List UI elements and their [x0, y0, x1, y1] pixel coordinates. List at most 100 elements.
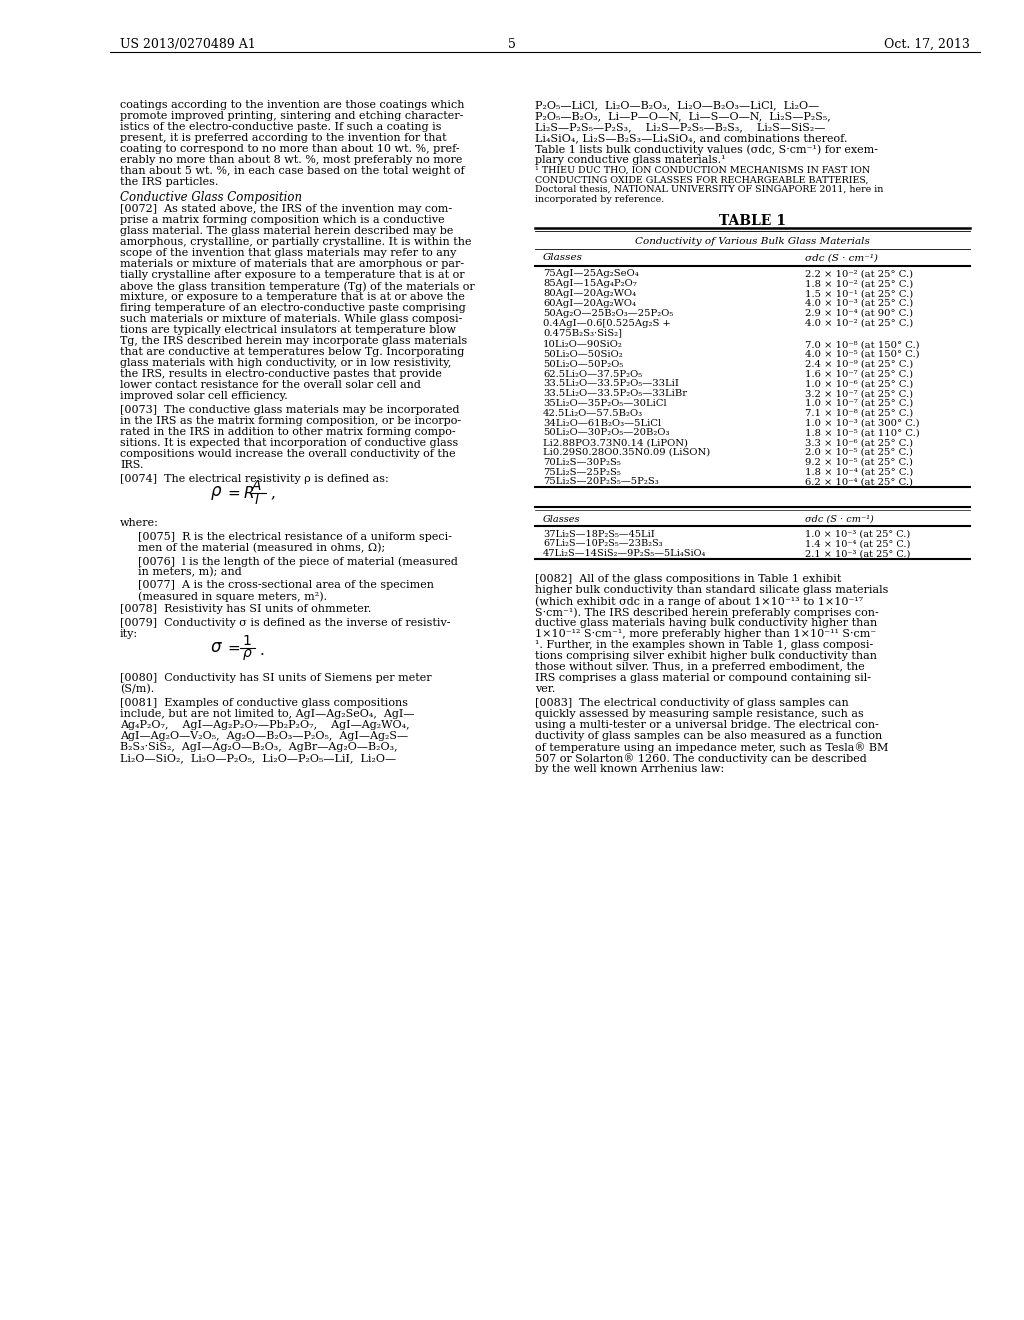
Text: mixture, or exposure to a temperature that is at or above the: mixture, or exposure to a temperature th… [120, 292, 465, 302]
Text: σdc (S · cm⁻¹): σdc (S · cm⁻¹) [805, 253, 878, 263]
Text: TABLE 1: TABLE 1 [719, 214, 786, 228]
Text: of temperature using an impedance meter, such as Tesla® BM: of temperature using an impedance meter,… [535, 742, 889, 752]
Text: tions comprising silver exhibit higher bulk conductivity than: tions comprising silver exhibit higher b… [535, 651, 877, 661]
Text: the IRS, results in electro-conductive pastes that provide: the IRS, results in electro-conductive p… [120, 370, 442, 379]
Text: ity:: ity: [120, 630, 138, 639]
Text: 2.2 × 10⁻² (at 25° C.): 2.2 × 10⁻² (at 25° C.) [805, 269, 913, 279]
Text: glass material. The glass material herein described may be: glass material. The glass material herei… [120, 226, 454, 236]
Text: 1.8 × 10⁻² (at 25° C.): 1.8 × 10⁻² (at 25° C.) [805, 280, 913, 288]
Text: 5: 5 [508, 38, 516, 51]
Text: 3.3 × 10⁻⁶ (at 25° C.): 3.3 × 10⁻⁶ (at 25° C.) [805, 438, 913, 447]
Text: 85AgI—15Ag₄P₂O₇: 85AgI—15Ag₄P₂O₇ [543, 280, 637, 288]
Text: $= R$: $= R$ [225, 484, 255, 502]
Text: 6.2 × 10⁻⁴ (at 25° C.): 6.2 × 10⁻⁴ (at 25° C.) [805, 478, 913, 486]
Text: Glasses: Glasses [543, 515, 581, 524]
Text: [0073]  The conductive glass materials may be incorporated: [0073] The conductive glass materials ma… [120, 405, 460, 414]
Text: that are conductive at temperatures below Tg. Incorporating: that are conductive at temperatures belo… [120, 347, 464, 356]
Text: firing temperature of an electro-conductive paste comprising: firing temperature of an electro-conduct… [120, 304, 466, 313]
Text: erably no more than about 8 wt. %, most preferably no more: erably no more than about 8 wt. %, most … [120, 154, 463, 165]
Text: 50Li₂O—50P₂O₅: 50Li₂O—50P₂O₅ [543, 360, 624, 368]
Text: 80AgI—20Ag₂WO₄: 80AgI—20Ag₂WO₄ [543, 289, 636, 298]
Text: 1.6 × 10⁻⁷ (at 25° C.): 1.6 × 10⁻⁷ (at 25° C.) [805, 370, 913, 379]
Text: 75Li₂S—25P₂S₅: 75Li₂S—25P₂S₅ [543, 467, 621, 477]
Text: [0074]  The electrical resistivity ρ is defined as:: [0074] The electrical resistivity ρ is d… [120, 474, 389, 484]
Text: rated in the IRS in addition to other matrix forming compo-: rated in the IRS in addition to other ma… [120, 426, 456, 437]
Text: 7.1 × 10⁻⁸ (at 25° C.): 7.1 × 10⁻⁸ (at 25° C.) [805, 409, 913, 417]
Text: $1$: $1$ [243, 634, 252, 648]
Text: US 2013/0270489 A1: US 2013/0270489 A1 [120, 38, 256, 51]
Text: [0079]  Conductivity σ is defined as the inverse of resistiv-: [0079] Conductivity σ is defined as the … [120, 618, 451, 628]
Text: prise a matrix forming composition which is a conductive: prise a matrix forming composition which… [120, 215, 444, 224]
Text: plary conductive glass materials.¹: plary conductive glass materials.¹ [535, 154, 725, 165]
Text: Doctoral thesis, NATIONAL UNIVERSITY OF SINGAPORE 2011, here in: Doctoral thesis, NATIONAL UNIVERSITY OF … [535, 185, 884, 194]
Text: [0080]  Conductivity has SI units of Siemens per meter: [0080] Conductivity has SI units of Siem… [120, 673, 432, 682]
Text: 2.4 × 10⁻⁹ (at 25° C.): 2.4 × 10⁻⁹ (at 25° C.) [805, 360, 913, 368]
Text: istics of the electro-conductive paste. If such a coating is: istics of the electro-conductive paste. … [120, 121, 441, 132]
Text: Li₄SiO₄, Li₂S—B₂S₃—Li₄SiO₄, and combinations thereof.: Li₄SiO₄, Li₂S—B₂S₃—Li₄SiO₄, and combinat… [535, 133, 848, 143]
Text: the IRS particles.: the IRS particles. [120, 177, 218, 187]
Text: P₂O₅—LiCl,  Li₂O—B₂O₃,  Li₂O—B₂O₃—LiCl,  Li₂O—: P₂O₅—LiCl, Li₂O—B₂O₃, Li₂O—B₂O₃—LiCl, Li… [535, 100, 819, 110]
Text: 50Li₂O—50SiO₂: 50Li₂O—50SiO₂ [543, 350, 623, 359]
Text: 507 or Solarton® 1260. The conductivity can be described: 507 or Solarton® 1260. The conductivity … [535, 752, 866, 764]
Text: scope of the invention that glass materials may refer to any: scope of the invention that glass materi… [120, 248, 457, 257]
Text: [0082]  All of the glass compositions in Table 1 exhibit: [0082] All of the glass compositions in … [535, 574, 842, 583]
Text: 47Li₂S—14SiS₂—9P₂S₅—5Li₄SiO₄: 47Li₂S—14SiS₂—9P₂S₅—5Li₄SiO₄ [543, 549, 707, 558]
Text: (which exhibit σdc in a range of about 1×10⁻¹³ to 1×10⁻¹⁷: (which exhibit σdc in a range of about 1… [535, 597, 863, 607]
Text: 75AgI—25Ag₂SeO₄: 75AgI—25Ag₂SeO₄ [543, 269, 639, 279]
Text: ¹ THIEU DUC THO, ION CONDUCTION MECHANISMS IN FAST ION: ¹ THIEU DUC THO, ION CONDUCTION MECHANIS… [535, 166, 870, 176]
Text: coating to correspond to no more than about 10 wt. %, pref-: coating to correspond to no more than ab… [120, 144, 460, 154]
Text: ,: , [270, 486, 274, 500]
Text: sitions. It is expected that incorporation of conductive glass: sitions. It is expected that incorporati… [120, 438, 459, 447]
Text: 33.5Li₂O—33.5P₂O₅—33LiI: 33.5Li₂O—33.5P₂O₅—33LiI [543, 379, 679, 388]
Text: above the glass transition temperature (Tg) of the materials or: above the glass transition temperature (… [120, 281, 475, 292]
Text: 2.9 × 10⁻⁴ (at 90° C.): 2.9 × 10⁻⁴ (at 90° C.) [805, 309, 913, 318]
Text: Li₂S—P₂S₅—P₂S₃,    Li₂S—P₂S₅—B₂S₃,    Li₂S—SiS₂—: Li₂S—P₂S₅—P₂S₃, Li₂S—P₂S₅—B₂S₃, Li₂S—SiS… [535, 121, 825, 132]
Text: σdc (S · cm⁻¹): σdc (S · cm⁻¹) [805, 515, 873, 524]
Text: by the well known Arrhenius law:: by the well known Arrhenius law: [535, 764, 724, 774]
Text: 0.475B₂S₃·SiS₂]: 0.475B₂S₃·SiS₂] [543, 329, 622, 338]
Text: 1.4 × 10⁻⁴ (at 25° C.): 1.4 × 10⁻⁴ (at 25° C.) [805, 540, 910, 548]
Text: [0081]  Examples of conductive glass compositions: [0081] Examples of conductive glass comp… [120, 698, 408, 708]
Text: .: . [260, 644, 265, 657]
Text: $\rho$: $\rho$ [210, 484, 222, 502]
Text: (S/m).: (S/m). [120, 684, 155, 694]
Text: [0078]  Resistivity has SI units of ohmmeter.: [0078] Resistivity has SI units of ohmme… [120, 605, 372, 614]
Text: P₂O₅—B₂O₃,  Li—P—O—N,  Li—S—O—N,  Li₂S—P₂S₅,: P₂O₅—B₂O₃, Li—P—O—N, Li—S—O—N, Li₂S—P₂S₅… [535, 111, 830, 121]
Text: $A$: $A$ [251, 479, 262, 492]
Text: ver.: ver. [535, 684, 555, 694]
Text: include, but are not limited to, AgI—Ag₂SeO₄,  AgI—: include, but are not limited to, AgI—Ag₂… [120, 709, 415, 719]
Text: CONDUCTING OXIDE GLASSES FOR RECHARGEABLE BATTERIES,: CONDUCTING OXIDE GLASSES FOR RECHARGEABL… [535, 176, 868, 185]
Text: 1.8 × 10⁻⁴ (at 25° C.): 1.8 × 10⁻⁴ (at 25° C.) [805, 467, 913, 477]
Text: such materials or mixture of materials. While glass composi-: such materials or mixture of materials. … [120, 314, 463, 323]
Text: 1.0 × 10⁻⁶ (at 25° C.): 1.0 × 10⁻⁶ (at 25° C.) [805, 379, 913, 388]
Text: amorphous, crystalline, or partially crystalline. It is within the: amorphous, crystalline, or partially cry… [120, 238, 471, 247]
Text: Glasses: Glasses [543, 253, 583, 263]
Text: ductivity of glass samples can be also measured as a function: ductivity of glass samples can be also m… [535, 731, 883, 741]
Text: 35Li₂O—35P₂O₅—30LiCl: 35Li₂O—35P₂O₅—30LiCl [543, 399, 667, 408]
Text: 34Li₂O—61B₂O₃—5LiCl: 34Li₂O—61B₂O₃—5LiCl [543, 418, 662, 428]
Text: 37Li₂S—18P₂S₅—45LiI: 37Li₂S—18P₂S₅—45LiI [543, 529, 654, 539]
Text: S·cm⁻¹). The IRS described herein preferably comprises con-: S·cm⁻¹). The IRS described herein prefer… [535, 607, 879, 618]
Text: 4.0 × 10⁻⁵ (at 150° C.): 4.0 × 10⁻⁵ (at 150° C.) [805, 350, 920, 359]
Text: Li2.88PO3.73N0.14 (LiPON): Li2.88PO3.73N0.14 (LiPON) [543, 438, 688, 447]
Text: promote improved printing, sintering and etching character-: promote improved printing, sintering and… [120, 111, 464, 121]
Text: 2.1 × 10⁻³ (at 25° C.): 2.1 × 10⁻³ (at 25° C.) [805, 549, 910, 558]
Text: [0072]  As stated above, the IRS of the invention may com-: [0072] As stated above, the IRS of the i… [120, 205, 453, 214]
Text: Conductivity of Various Bulk Glass Materials: Conductivity of Various Bulk Glass Mater… [635, 236, 870, 246]
Text: those without silver. Thus, in a preferred embodiment, the: those without silver. Thus, in a preferr… [535, 663, 864, 672]
Text: Ag₄P₂O₇,    AgI—Ag₂P₂O₇—Pb₂P₂O₇,    AgI—Ag₂WO₄,: Ag₄P₂O₇, AgI—Ag₂P₂O₇—Pb₂P₂O₇, AgI—Ag₂WO₄… [120, 719, 410, 730]
Text: lower contact resistance for the overall solar cell and: lower contact resistance for the overall… [120, 380, 421, 389]
Text: $\rho$: $\rho$ [242, 648, 252, 663]
Text: 10Li₂O—90SiO₂: 10Li₂O—90SiO₂ [543, 341, 623, 348]
Text: [0083]  The electrical conductivity of glass samples can: [0083] The electrical conductivity of gl… [535, 698, 849, 708]
Text: 4.0 × 10⁻² (at 25° C.): 4.0 × 10⁻² (at 25° C.) [805, 318, 913, 327]
Text: 1.0 × 10⁻³ (at 300° C.): 1.0 × 10⁻³ (at 300° C.) [805, 418, 920, 428]
Text: [0077]  A is the cross-sectional area of the specimen: [0077] A is the cross-sectional area of … [138, 579, 434, 590]
Text: 1.5 × 10⁻¹ (at 25° C.): 1.5 × 10⁻¹ (at 25° C.) [805, 289, 913, 298]
Text: 7.0 × 10⁻⁸ (at 150° C.): 7.0 × 10⁻⁸ (at 150° C.) [805, 341, 920, 348]
Text: compositions would increase the overall conductivity of the: compositions would increase the overall … [120, 449, 456, 459]
Text: 75Li₂S—20P₂S₅—5P₂S₃: 75Li₂S—20P₂S₅—5P₂S₃ [543, 478, 658, 486]
Text: 42.5Li₂O—57.5B₂O₃: 42.5Li₂O—57.5B₂O₃ [543, 409, 643, 417]
Text: tially crystalline after exposure to a temperature that is at or: tially crystalline after exposure to a t… [120, 271, 465, 280]
Text: materials or mixture of materials that are amorphous or par-: materials or mixture of materials that a… [120, 259, 464, 269]
